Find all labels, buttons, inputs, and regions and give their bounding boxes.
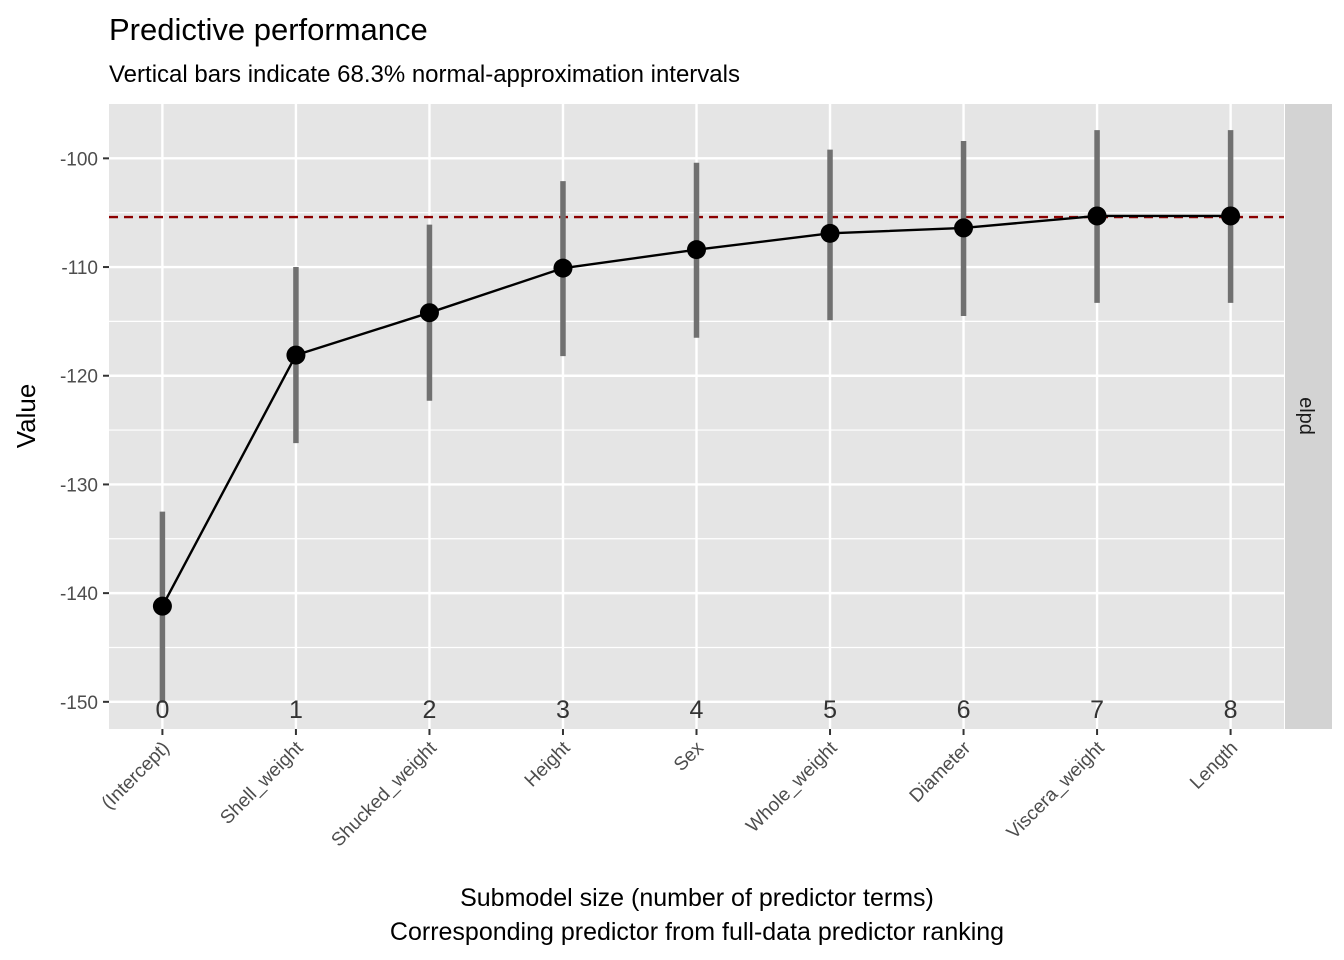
- x-tick-label: Diameter: [906, 737, 976, 807]
- submodel-size-label: 3: [556, 696, 570, 724]
- submodel-size-label: 6: [957, 696, 971, 724]
- x-tick-label: Height: [521, 737, 575, 791]
- data-point: [152, 596, 172, 616]
- data-point: [553, 258, 573, 278]
- x-axis-title: Submodel size (number of predictor terms…: [460, 884, 934, 912]
- x-axis: (Intercept) Shell_weight Shucked_weight Hei…: [98, 729, 1242, 851]
- facet-strip: [1285, 104, 1332, 729]
- submodel-size-labels: 0 1 2 3 4 5 6 7 8: [155, 696, 1237, 724]
- submodel-size-label: 8: [1224, 696, 1238, 724]
- y-axis: -100 -110 -120 -130 -140 -150: [60, 149, 109, 714]
- x-tick-label: (Intercept): [98, 738, 174, 814]
- y-tick-label: -100: [60, 149, 98, 170]
- x-tick-label: Shell_weight: [216, 737, 308, 829]
- y-tick-label: -150: [60, 693, 98, 714]
- x-tick-label: Length: [1186, 738, 1242, 794]
- y-tick-label: -120: [60, 367, 98, 388]
- facet-strip-label: elpd: [1295, 397, 1317, 435]
- submodel-size-label: 4: [690, 696, 704, 724]
- y-tick-label: -140: [60, 584, 98, 605]
- chart-subtitle: Vertical bars indicate 68.3% normal-appr…: [109, 61, 740, 88]
- data-point: [820, 223, 840, 243]
- x-tick-label: Viscera_weight: [1003, 737, 1109, 843]
- y-tick-label: -130: [60, 475, 98, 496]
- y-tick-label: -110: [61, 258, 98, 279]
- submodel-size-label: 1: [289, 696, 303, 724]
- chart-title: Predictive performance: [109, 12, 428, 47]
- x-tick-label: Shucked_weight: [328, 737, 442, 851]
- submodel-size-label: 7: [1090, 696, 1104, 724]
- submodel-size-label: 5: [823, 696, 837, 724]
- data-point: [687, 240, 706, 260]
- submodel-size-label: 0: [155, 696, 169, 724]
- data-point: [286, 345, 306, 365]
- data-point: [419, 303, 439, 323]
- x-tick-label: Sex: [670, 737, 708, 775]
- x-axis-title-secondary: Corresponding predictor from full-data p…: [390, 918, 1004, 946]
- x-tick-label: Whole_weight: [742, 737, 842, 837]
- data-point: [954, 218, 974, 238]
- data-points: [152, 206, 1241, 616]
- submodel-size-label: 2: [423, 696, 437, 724]
- data-point: [1087, 206, 1107, 226]
- y-axis-title: Value: [11, 384, 41, 449]
- data-point: [1221, 206, 1241, 226]
